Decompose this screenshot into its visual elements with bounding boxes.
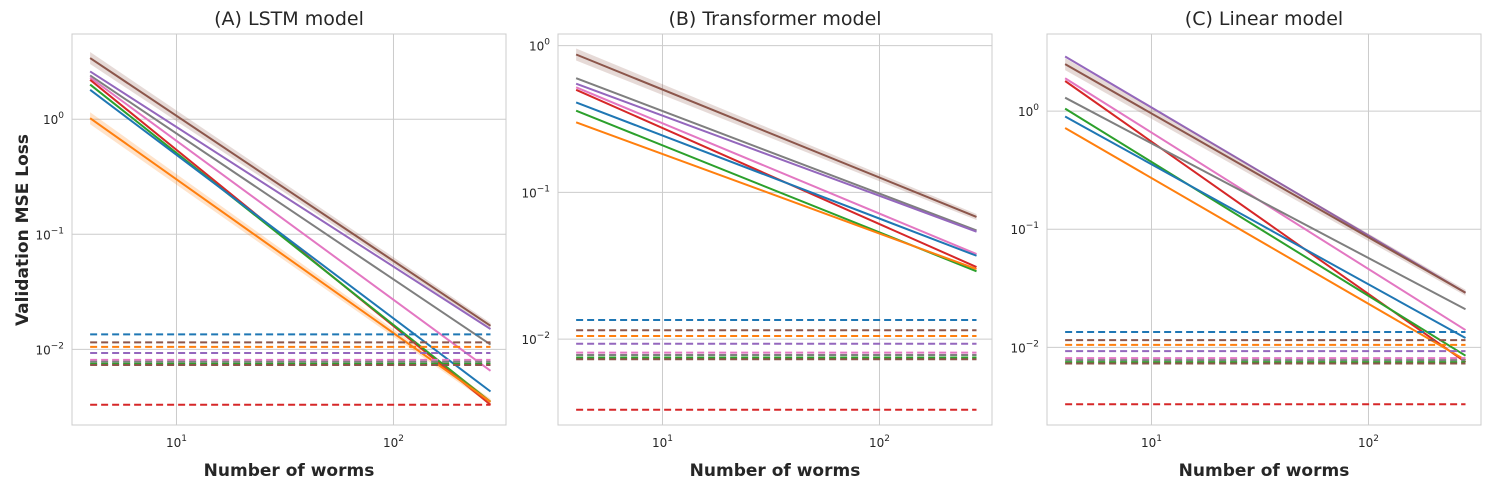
series-line [1064,107,1467,357]
series-line [575,82,977,233]
series-line [575,121,977,271]
series-line [1064,55,1467,294]
y-tick-label: 10−2 [1010,339,1039,355]
chart-title: (C) Linear model [1185,8,1343,30]
series-line [89,74,492,346]
series-line [89,57,492,327]
series-line [1064,96,1466,311]
axes-frame [557,33,993,426]
series-line [575,77,977,232]
y-tick-label: 10−2 [35,341,64,357]
series-line [575,86,977,255]
series-line [89,117,492,403]
y-tick-label: 10−2 [521,331,550,347]
plot-area [1064,55,1467,406]
y-tick-label: 100 [43,111,64,127]
series-line [575,101,977,257]
x-tick-label: 102 [1358,434,1379,450]
chart-panel-3: 101 102 100 10−1 10−2 (C) Linear model Number … [1010,8,1482,481]
series-line [1064,80,1467,363]
chart-panel-1: 101 102 100 10−1 10−2 (A) LSTM model Number of… [35,8,507,481]
x-tick-label: 101 [652,434,673,450]
chart-title: (B) Transformer model [668,8,881,30]
y-axis-label: Validation MSE Loss [13,134,33,326]
series-line [89,70,492,330]
series-line [89,89,492,393]
series-line [89,83,492,403]
y-tick-label: 100 [1018,103,1039,119]
plot-area [89,52,492,406]
x-tick-label: 102 [383,434,404,450]
axes-frame [1046,33,1482,426]
chart-title: (A) LSTM model [214,8,364,30]
y-tick-label: 10−1 [521,184,550,200]
y-tick-label: 10−1 [35,226,64,242]
series-line [1064,115,1466,339]
series-line [89,76,492,372]
x-tick-label: 101 [1141,434,1162,450]
series-confidence-band [1065,58,1466,296]
series-line [1064,127,1467,361]
y-tick-label: 100 [529,38,550,54]
y-tick-label: 10−1 [1010,221,1039,237]
series-line [1064,63,1467,294]
x-axis-label: Number of worms [1179,461,1350,481]
axes-frame [71,33,507,426]
x-tick-label: 101 [166,434,187,450]
x-axis-label: Number of worms [204,461,375,481]
x-tick-label: 102 [869,434,890,450]
series-confidence-band [90,52,491,329]
plot-area [575,48,977,411]
series-line [575,53,977,218]
x-axis-label: Number of worms [690,461,861,481]
chart-panel-2: 101 102 100 10−1 10−2 (B) Transformer model Nu… [521,8,993,481]
